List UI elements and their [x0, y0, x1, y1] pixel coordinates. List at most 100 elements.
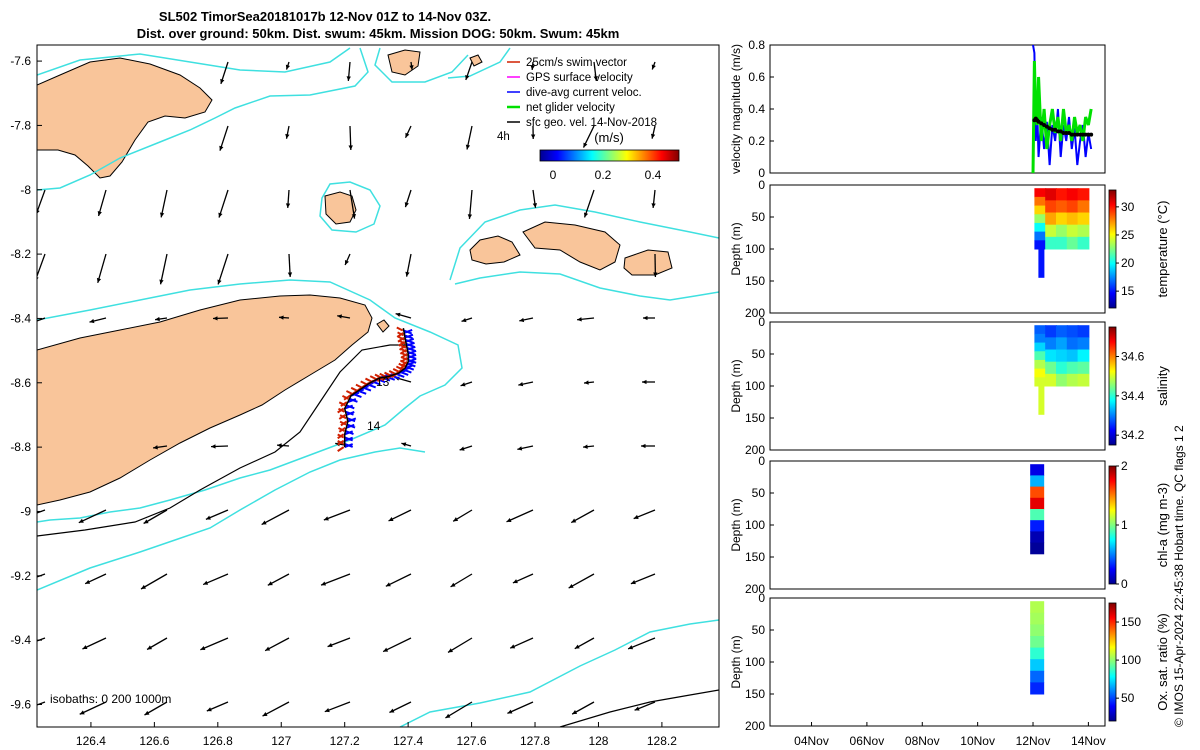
panel-3-colorbar: [1108, 465, 1117, 585]
geo-arrow: [323, 509, 351, 521]
heat-cell: [1066, 188, 1079, 201]
geo-arrow: [276, 443, 290, 448]
map-x-tick-5: 127.4: [393, 734, 423, 748]
heat-cell: [1045, 337, 1057, 351]
swim-vector: [397, 336, 405, 343]
geo-arrow: [37, 317, 46, 322]
date-axis: 04Nov 06Nov 08Nov 10Nov 12Nov 14Nov: [794, 722, 1106, 748]
panel-3-y-tick-3: 150: [745, 550, 765, 564]
legend-dive: dive-avg current veloc.: [526, 87, 642, 99]
map-y-tick-4: -8.4: [10, 311, 31, 325]
geo-arrow: [382, 637, 412, 653]
heat-cell: [1055, 373, 1068, 387]
geo-arrow: [530, 61, 535, 71]
geo-arrow: [267, 573, 290, 586]
geo-arrow: [264, 637, 290, 652]
date-tick-4: 12Nov: [1016, 734, 1051, 748]
geo-arrow: [79, 701, 107, 715]
map-y-tick-1: -7.8: [10, 118, 31, 132]
geo-arrow: [37, 253, 46, 280]
map-colorbar: [539, 149, 680, 162]
heat-cell: [1077, 373, 1090, 387]
legend-gps: GPS surface velocity: [526, 72, 633, 84]
geo-arrow: [219, 125, 229, 151]
geo-arrow: [349, 189, 356, 219]
heat-cell: [1030, 520, 1045, 532]
dive-avg-vector: [406, 346, 416, 352]
heat-cell: [1077, 200, 1090, 214]
panel-3: 0 50 100 150 200 Depth (m) 0 1 2 chl-a (mg m-3): [729, 454, 1170, 596]
heat-cell: [1030, 475, 1045, 488]
dive-avg-vector: [407, 358, 417, 364]
panel-0: 0 0.2 0.4 0.6 0.8 velocity magnitude (m/s): [729, 38, 1106, 180]
geo-arrow: [337, 314, 351, 319]
heat-cell: [1034, 240, 1047, 250]
geo-arrow: [144, 701, 168, 716]
heat-cell: [1034, 368, 1047, 378]
geo-arrow: [650, 125, 656, 139]
panel-0-y-tick-2: 0.4: [748, 102, 765, 116]
map-x-tick-0: 126.4: [76, 734, 106, 748]
geo-arrow: [37, 701, 46, 706]
geo-arrow: [627, 637, 656, 650]
geo-arrow: [96, 253, 107, 284]
heat-cell: [1030, 464, 1045, 476]
heat-cell: [1045, 200, 1057, 214]
heat-cell: [1077, 212, 1090, 226]
date-tick-0: 04Nov: [794, 734, 829, 748]
geo-arrow: [287, 253, 293, 278]
geo-arrow: [465, 61, 473, 81]
dive-avg-vector: [395, 372, 405, 378]
map-y-tick-7: -9: [20, 504, 31, 518]
heat-cell: [1034, 377, 1047, 387]
map-x-tick-9: 128.2: [647, 734, 677, 748]
panel-4-y-tick-0: 0: [758, 591, 765, 605]
dive-avg-vector: [403, 329, 413, 335]
panel-2-cb-tick-0: 34.2: [1121, 428, 1145, 442]
geo-arrow: [202, 573, 229, 586]
panel-0-y-tick-0: 0: [758, 166, 765, 180]
swim-vector: [340, 401, 348, 407]
panel-2-y-tick-1: 50: [752, 347, 766, 361]
date-tick-3: 10Nov: [960, 734, 995, 748]
swim-vector: [398, 364, 407, 370]
heat-cell: [1066, 349, 1079, 363]
heat-cell: [1034, 214, 1047, 224]
dive-avg-vector: [403, 368, 412, 374]
geo-arrow: [583, 380, 595, 385]
geo-arrow: [278, 315, 290, 320]
map-x-tick-4: 127.2: [330, 734, 360, 748]
geo-arrow: [155, 316, 168, 322]
geo-arrow: [82, 637, 107, 650]
dive-avg-vector: [346, 417, 356, 423]
heat-cell: [1045, 212, 1057, 226]
geo-arrow: [577, 317, 595, 322]
swim-vector: [400, 361, 408, 367]
date-tick-5: 14Nov: [1071, 734, 1106, 748]
panel-4-ylabel: Depth (m): [729, 635, 743, 688]
map-y-tick-0: -7.6: [10, 54, 31, 68]
panel-3-y-tick-1: 50: [752, 486, 766, 500]
geo-vel-point: [1083, 132, 1088, 137]
geo-arrow: [642, 379, 655, 385]
map-x-tick-1: 126.6: [139, 734, 169, 748]
dive-avg-vector: [405, 338, 414, 344]
leti-island: [469, 235, 521, 265]
map-title-line1: SL502 TimorSea20181017b 12-Nov 01Z to 14…: [159, 9, 491, 24]
panel-2-y-tick-0: 0: [758, 315, 765, 329]
swim-vector: [379, 372, 387, 378]
geo-arrow: [405, 253, 412, 277]
geo-vel-point: [1075, 132, 1080, 137]
swim-vector: [384, 371, 391, 377]
heat-cell: [1055, 325, 1068, 338]
map-x-tick-2: 126.8: [203, 734, 233, 748]
panel-1-colorbar: [1108, 189, 1117, 309]
map-frame: [36, 44, 720, 728]
heat-cell: [1077, 349, 1090, 363]
wetar-island: [37, 57, 213, 179]
heat-cell: [1034, 196, 1047, 207]
heat-cell: [1045, 361, 1057, 375]
map-colorbar-title: (m/s): [594, 130, 624, 145]
heat-cell: [1055, 200, 1068, 214]
heat-cell: [1030, 659, 1045, 672]
